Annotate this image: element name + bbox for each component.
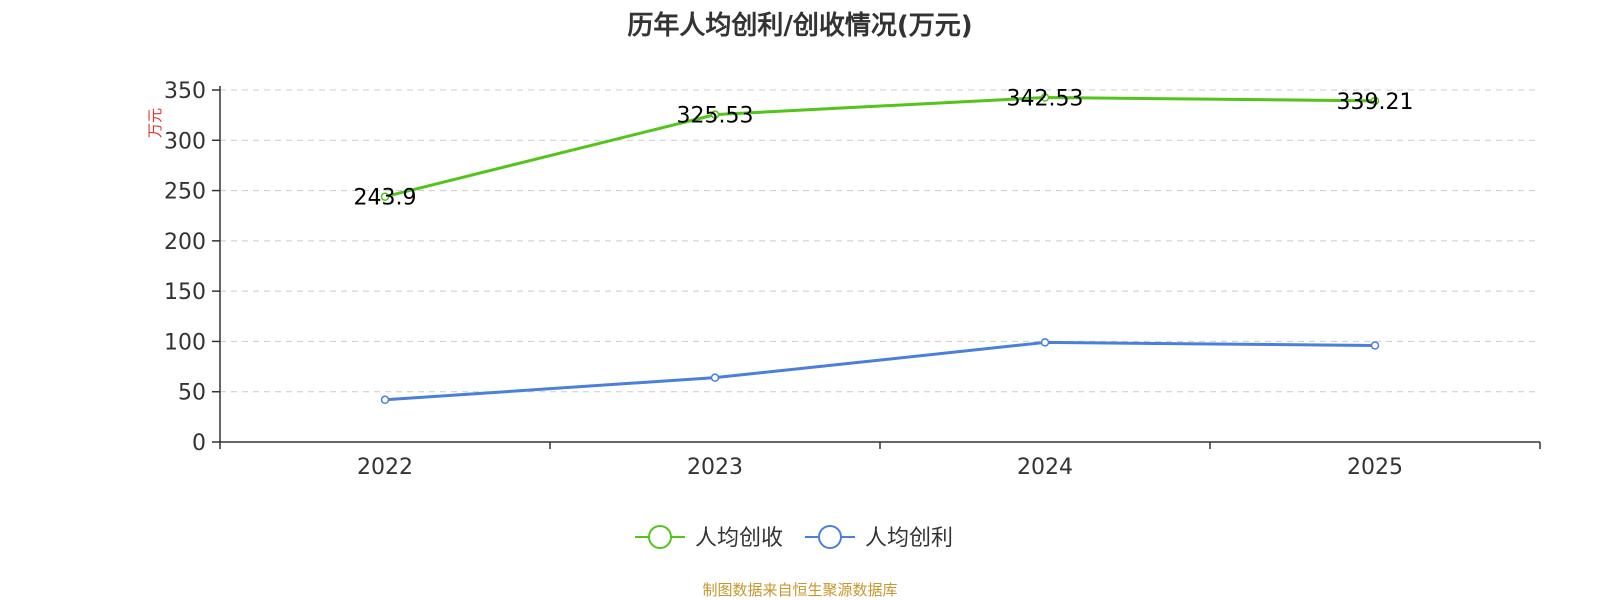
data-point[interactable] (710, 373, 720, 382)
data-label: 342.53 (1007, 87, 1084, 112)
x-tick-label: 2024 (1017, 455, 1073, 480)
y-tick-label: 0 (192, 431, 206, 456)
x-tick-label: 2022 (357, 455, 413, 480)
data-point[interactable] (380, 192, 390, 201)
x-tick-label: 2025 (1347, 455, 1403, 480)
legend-label: 人均创收 (695, 526, 783, 551)
y-tick-label: 250 (164, 180, 206, 205)
x-tick-label: 2023 (687, 455, 743, 480)
data-label: 339.21 (1337, 90, 1414, 115)
legend-label: 人均创利 (865, 526, 953, 551)
y-tick-label: 300 (164, 129, 206, 154)
data-point[interactable] (1040, 93, 1050, 102)
data-point[interactable] (1040, 338, 1050, 347)
source-note: 制图数据来自恒生聚源数据库 (702, 581, 897, 599)
y-tick-label: 200 (164, 230, 206, 255)
data-label: 325.53 (677, 104, 754, 129)
legend: 人均创收 人均创利 (635, 525, 953, 551)
y-axis-label: 万元 (146, 108, 164, 138)
y-tick-label: 150 (164, 280, 206, 305)
legend-marker (648, 525, 672, 549)
data-point[interactable] (1370, 341, 1380, 350)
legend-item-1[interactable]: 人均创收 (635, 525, 783, 551)
series-line-1 (384, 96, 1376, 199)
data-point[interactable] (380, 395, 390, 405)
data-point[interactable] (710, 110, 720, 119)
chart-title: 历年人均创利/创收情况(万元) (627, 10, 972, 41)
data-point[interactable] (1370, 96, 1380, 106)
legend-marker (818, 525, 842, 549)
data-label: 243.9 (354, 186, 417, 211)
legend-item-2[interactable]: 人均创利 (805, 525, 953, 551)
y-tick-label: 350 (164, 79, 206, 104)
y-tick-label: 50 (178, 381, 206, 406)
series-line-2 (384, 340, 1376, 402)
y-tick-label: 100 (164, 330, 206, 355)
